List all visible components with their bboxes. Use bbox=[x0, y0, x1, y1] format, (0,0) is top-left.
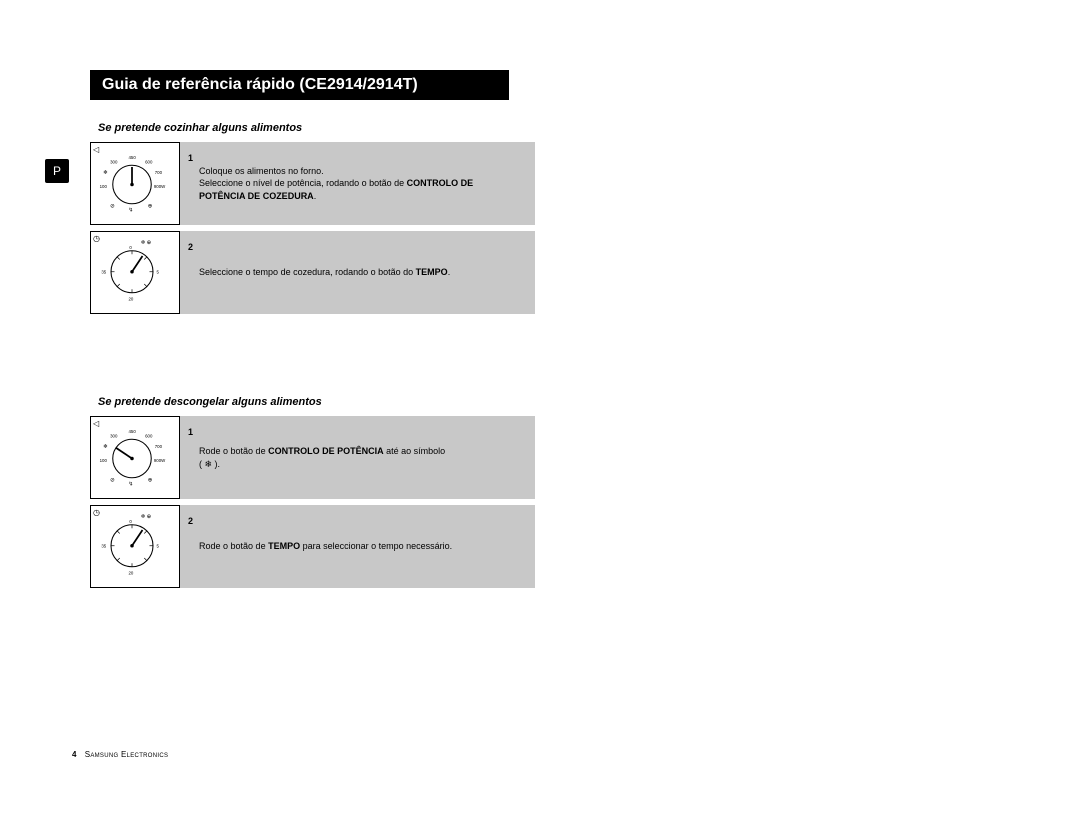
svg-text:⊘: ⊘ bbox=[110, 203, 114, 209]
power-dial-diagram-defrost: ◁ 300 450 600 700 900W 100 ❄ ⊕ ↯ ⊘ bbox=[90, 416, 180, 499]
svg-text:700: 700 bbox=[155, 444, 163, 449]
svg-text:600: 600 bbox=[145, 434, 153, 439]
step-line: Seleccione o tempo de cozedura, rodando … bbox=[199, 267, 416, 277]
svg-text:700: 700 bbox=[155, 170, 163, 175]
step-line: Rode o botão de bbox=[199, 541, 268, 551]
step-bold: TEMPO bbox=[416, 267, 448, 277]
svg-text:❄ ⊕: ❄ ⊕ bbox=[141, 514, 151, 520]
svg-text:❄: ❄ bbox=[103, 170, 107, 176]
language-tab: P bbox=[45, 159, 69, 183]
section2-step1-text: 1 Rode o botão de CONTROLO DE POTÊNCIA a… bbox=[180, 416, 535, 499]
content-column: Guia de referência rápido (CE2914/2914T)… bbox=[90, 70, 535, 588]
svg-text:⊘: ⊘ bbox=[110, 477, 114, 483]
step-bold: CONTROLO DE bbox=[407, 178, 474, 188]
section1-step1-text: 1 Coloque os alimentos no forno. Selecci… bbox=[180, 142, 535, 225]
section1-step2: ◷ 0 5 bbox=[90, 231, 535, 314]
step-tail: . bbox=[314, 191, 317, 201]
page-number: 4 bbox=[72, 750, 76, 759]
step-bold: POTÊNCIA DE COZEDURA bbox=[199, 191, 314, 201]
svg-text:900W: 900W bbox=[154, 458, 166, 463]
step-number: 1 bbox=[188, 427, 193, 437]
svg-text:20: 20 bbox=[129, 297, 134, 302]
section1-heading: Se pretende cozinhar alguns alimentos bbox=[98, 122, 535, 134]
timer-dial-diagram: ◷ 0 5 bbox=[90, 231, 180, 314]
svg-text:100: 100 bbox=[100, 184, 108, 189]
clock-icon: ◷ bbox=[93, 234, 100, 243]
power-dial-defrost-svg: 300 450 600 700 900W 100 ❄ ⊕ ↯ ⊘ bbox=[94, 420, 170, 490]
svg-text:❄ ⊕: ❄ ⊕ bbox=[141, 240, 151, 246]
svg-text:↯: ↯ bbox=[129, 482, 133, 488]
brand-name: Samsung Electronics bbox=[85, 750, 169, 759]
svg-text:100: 100 bbox=[100, 458, 108, 463]
step-number: 2 bbox=[188, 242, 193, 252]
step-body: Rode o botão de CONTROLO DE POTÊNCIA até… bbox=[199, 445, 445, 470]
section2-step2-text: 2 Rode o botão de TEMPO para seleccionar… bbox=[180, 505, 535, 588]
step-bold: TEMPO bbox=[268, 541, 300, 551]
page-title: Guia de referência rápido (CE2914/2914T) bbox=[90, 70, 509, 100]
svg-text:⊕: ⊕ bbox=[148, 203, 152, 209]
defrost-symbol-line: ( ❄ ). bbox=[199, 459, 220, 469]
svg-text:5: 5 bbox=[157, 544, 160, 549]
step-line: para seleccionar o tempo necessário. bbox=[300, 541, 452, 551]
section2-step2: ◷ 0 5 bbox=[90, 505, 535, 588]
step-line: até ao símbolo bbox=[384, 446, 446, 456]
svg-text:0: 0 bbox=[129, 519, 132, 524]
svg-text:❄: ❄ bbox=[103, 444, 107, 450]
page-footer: 4 Samsung Electronics bbox=[72, 750, 168, 759]
power-dial-svg: 300 450 600 700 900W 100 ❄ ⊕ ↯ ⊘ bbox=[94, 146, 170, 216]
clock-icon: ◷ bbox=[93, 508, 100, 517]
step-bold: CONTROLO DE POTÊNCIA bbox=[268, 446, 384, 456]
section1-step2-text: 2 Seleccione o tempo de cozedura, rodand… bbox=[180, 231, 535, 314]
step-line: Seleccione o nível de potência, rodando … bbox=[199, 178, 407, 188]
svg-text:300: 300 bbox=[110, 434, 118, 439]
section2-heading: Se pretende descongelar alguns alimentos bbox=[98, 396, 535, 408]
step-line: Rode o botão de bbox=[199, 446, 268, 456]
svg-text:⊕: ⊕ bbox=[148, 477, 152, 483]
svg-text:35: 35 bbox=[101, 270, 106, 275]
step-number: 1 bbox=[188, 153, 193, 163]
timer-dial-defrost-svg: 0 5 20 35 ❄ ⊕ bbox=[94, 509, 170, 579]
step-tail: . bbox=[448, 267, 451, 277]
svg-text:0: 0 bbox=[129, 245, 132, 250]
step-body: Rode o botão de TEMPO para seleccionar o… bbox=[199, 540, 452, 553]
svg-text:↯: ↯ bbox=[129, 208, 133, 214]
section1-step1: ◁ 300 450 600 700 900W 100 ❄ ⊕ ↯ ⊘ bbox=[90, 142, 535, 225]
step-number: 2 bbox=[188, 516, 193, 526]
svg-text:450: 450 bbox=[129, 155, 137, 160]
svg-text:900W: 900W bbox=[154, 184, 166, 189]
step-body: Coloque os alimentos no forno. Seleccion… bbox=[199, 165, 473, 203]
timer-dial-svg: 0 5 20 35 ❄ ⊕ bbox=[94, 235, 170, 305]
timer-dial-diagram-defrost: ◷ 0 5 bbox=[90, 505, 180, 588]
power-dial-diagram: ◁ 300 450 600 700 900W 100 ❄ ⊕ ↯ ⊘ bbox=[90, 142, 180, 225]
step-line: Coloque os alimentos no forno. bbox=[199, 166, 324, 176]
step-body: Seleccione o tempo de cozedura, rodando … bbox=[199, 266, 450, 279]
svg-text:20: 20 bbox=[129, 571, 134, 576]
svg-text:35: 35 bbox=[101, 544, 106, 549]
svg-text:300: 300 bbox=[110, 160, 118, 165]
microwave-icon: ◁ bbox=[93, 419, 99, 428]
svg-text:5: 5 bbox=[157, 270, 160, 275]
svg-text:450: 450 bbox=[129, 429, 137, 434]
microwave-icon: ◁ bbox=[93, 145, 99, 154]
svg-text:600: 600 bbox=[145, 160, 153, 165]
section2-step1: ◁ 300 450 600 700 900W 100 ❄ ⊕ ↯ ⊘ bbox=[90, 416, 535, 499]
